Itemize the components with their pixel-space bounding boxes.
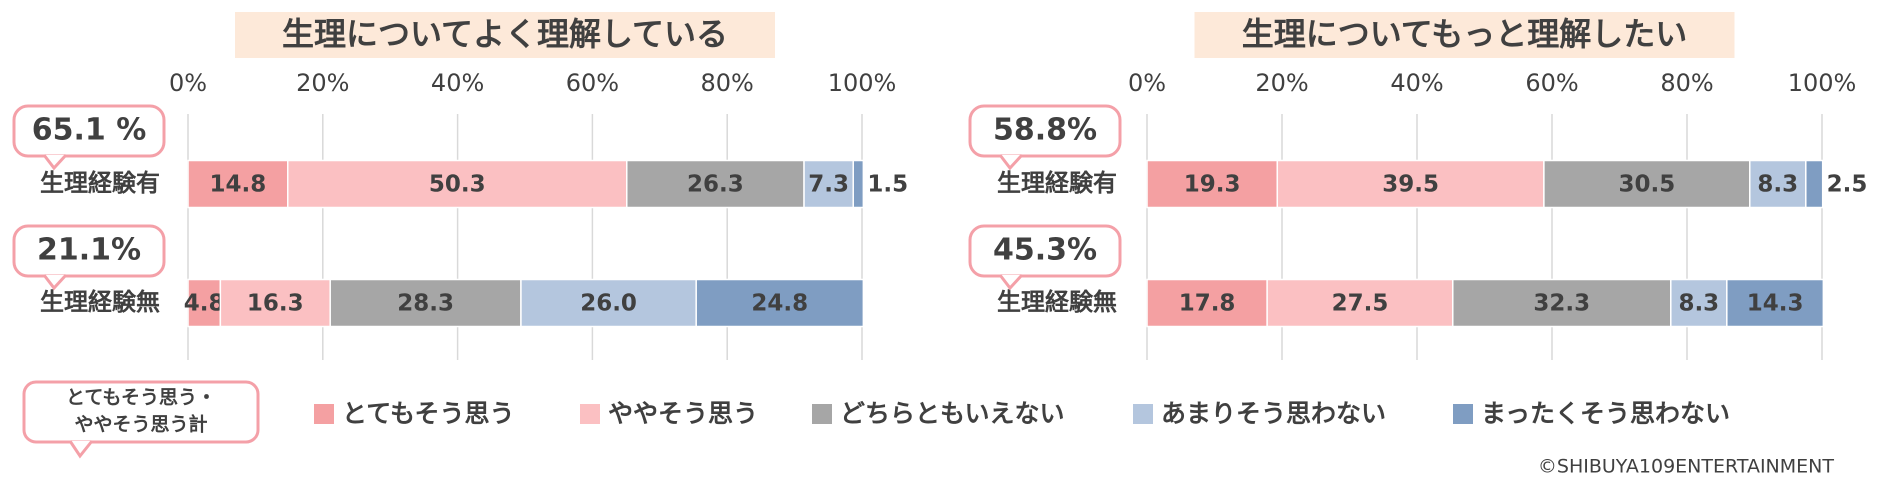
bar-segment [1749,159,1807,209]
annotation: 21.1% [37,233,141,268]
annotation-tail [998,153,1024,171]
bar-segment [1543,159,1751,209]
x-tick-label: 20% [296,69,349,97]
value-label: 8.3 [1678,291,1719,317]
x-tick-label: 100% [1788,69,1857,97]
value-label: 17.8 [1179,291,1236,317]
chart-title: 生理についてよく理解している [282,15,728,53]
annotation-box [12,224,166,278]
x-tick-label: 40% [431,69,484,97]
legend-label: とてもそう思う [342,399,515,428]
legend-label: まったくそう思わない [1481,399,1730,428]
category-label: 生理経験無 [997,288,1117,316]
bar-segment [219,278,331,328]
annotation: 45.3% [993,233,1097,268]
title-bg [1194,12,1735,58]
category-label: 生理経験有 [40,169,160,197]
bar-segment [803,159,854,209]
annotation-box [968,224,1122,278]
legend-note-tail [68,440,94,459]
value-label: 26.3 [687,172,744,198]
legend-note: ややそう思う計 [74,413,207,436]
legend-label: あまりそう思わない [1161,399,1386,428]
title-bg [235,12,775,58]
legend-label: どちらともいえない [840,399,1065,428]
bar-segment [1805,159,1824,209]
value-label: 30.5 [1618,172,1675,198]
x-tick-label: 80% [1660,69,1713,97]
x-tick-label: 20% [1255,69,1308,97]
annotation-tail [998,273,1024,291]
annotation-box [968,104,1122,158]
bar-segment [1670,278,1728,328]
legend-swatch [314,404,334,424]
bar-segment [626,159,805,209]
annotation-tail [42,153,68,171]
bar-segment [1146,278,1268,328]
x-tick-label: 40% [1390,69,1443,97]
bar-segment [1726,278,1825,328]
value-label: 16.3 [247,291,304,317]
category-label: 生理経験有 [997,169,1117,197]
bar-segment [520,278,697,328]
legend-swatch [580,404,600,424]
annotation-box [12,104,166,158]
annotation-tail [42,273,68,291]
category-label: 生理経験無 [40,288,160,316]
value-label: 24.8 [751,291,808,317]
x-tick-label: 100% [828,69,897,97]
value-label: 50.3 [429,172,486,198]
bar-segment [1452,278,1672,328]
value-label: 28.3 [397,291,454,317]
value-label: 4.8 [184,291,225,317]
x-tick-label: 60% [566,69,619,97]
x-tick-label: 80% [701,69,754,97]
value-label: 8.3 [1757,172,1798,198]
value-label: 7.3 [808,172,849,198]
legend-swatch [1133,404,1153,424]
value-label: 2.5 [1827,172,1868,198]
bar-segment [695,278,865,328]
value-label: 32.3 [1533,291,1590,317]
chart-title: 生理についてもっと理解したい [1242,15,1687,53]
legend-swatch [1453,404,1473,424]
legend-note-box [22,380,260,444]
legend-swatch [812,404,832,424]
annotation: 58.8% [993,113,1097,148]
value-label: 39.5 [1382,172,1439,198]
annotation: 65.1 % [32,113,147,148]
value-label: 1.5 [867,172,908,198]
x-tick-label: 60% [1525,69,1578,97]
footer: ©SHIBUYA109ENTERTAINMENT [1538,456,1834,478]
value-label: 27.5 [1332,291,1389,317]
x-tick-label: 0% [1128,69,1166,97]
bar-segment [1266,278,1454,328]
value-label: 26.0 [580,291,637,317]
x-tick-label: 0% [169,69,207,97]
value-label: 14.8 [210,172,267,198]
bar-segment [852,159,865,209]
legend-label: ややそう思う [608,399,758,428]
value-label: 19.3 [1184,172,1241,198]
legend-note: とてもそう思う・ [66,387,216,409]
bar-segment [187,159,289,209]
value-label: 14.3 [1747,291,1804,317]
